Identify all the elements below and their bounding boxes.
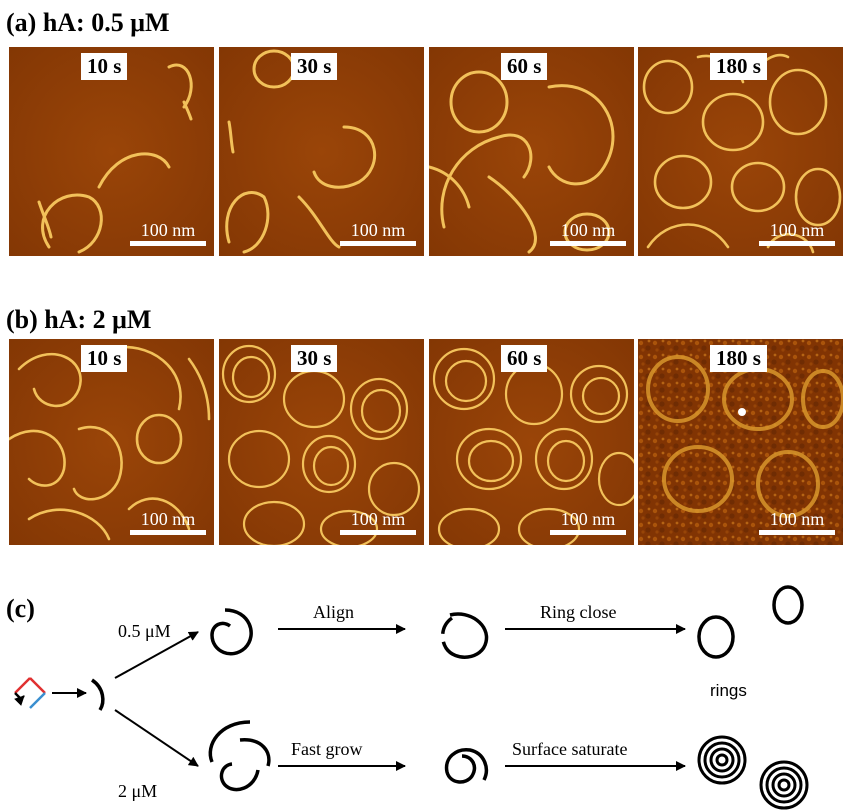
scale-bar: 100 nm: [550, 221, 626, 246]
panel-c-scheme: (c) 0.5 μM 2 μM Align Ring close rings F…: [0, 580, 845, 811]
step-ring-close-label: Ring close: [540, 602, 617, 622]
scale-bar-line: [759, 241, 835, 246]
afm-panel-b-60s: 60 s 100 nm: [429, 339, 634, 545]
afm-image: [638, 47, 843, 256]
scale-bar-line: [759, 530, 835, 535]
scale-bar: 100 nm: [759, 221, 835, 246]
afm-image: [9, 47, 214, 256]
time-label: 60 s: [501, 345, 548, 373]
time-label: 30 s: [291, 345, 338, 373]
afm-panel-b-10s: 10 s 100 nm: [9, 339, 214, 545]
afm-panel-a-180s: 180 s 100 nm: [638, 47, 843, 256]
scale-bar-label: 100 nm: [769, 220, 825, 240]
scale-bar-line: [340, 241, 416, 246]
ring-icon: [772, 585, 804, 625]
conc-high-label: 2 μM: [118, 781, 158, 801]
step-fast-grow-label: Fast grow: [291, 739, 363, 759]
scale-bar-label: 100 nm: [769, 509, 825, 529]
afm-image: [219, 339, 424, 545]
scale-bar-label: 100 nm: [140, 220, 196, 240]
open-ring-icon: [440, 612, 489, 659]
scale-bar: 100 nm: [130, 510, 206, 535]
panel-c-label: (c): [6, 594, 35, 623]
arc-icon: [239, 738, 271, 767]
afm-image: [219, 47, 424, 256]
scale-bar-line: [550, 530, 626, 535]
time-label: 180 s: [710, 53, 767, 81]
scale-bar-line: [550, 241, 626, 246]
arrow-upper: [114, 631, 199, 679]
afm-image: [638, 339, 843, 545]
open-spiral-icon: [210, 608, 253, 656]
conc-low-label: 0.5 μM: [118, 621, 171, 641]
panel-a-title: (a) hA: 0.5 μM: [6, 8, 170, 37]
afm-panel-b-30s: 30 s 100 nm: [219, 339, 424, 545]
arc-icon: [208, 720, 251, 763]
scale-bar-label: 100 nm: [350, 220, 406, 240]
time-label: 180 s: [710, 345, 767, 373]
scale-bar-label: 100 nm: [560, 220, 616, 240]
dense-spiral-icon: [759, 760, 809, 810]
ring-icon: [697, 615, 735, 659]
scale-bar-label: 100 nm: [350, 509, 406, 529]
scale-bar-line: [130, 530, 206, 535]
scale-bar-label: 100 nm: [140, 509, 196, 529]
afm-image: [9, 339, 214, 545]
scale-bar: 100 nm: [759, 510, 835, 535]
monomer-icon: [14, 677, 46, 709]
scheme-graphic: [14, 585, 809, 810]
step-surface-saturate-label: Surface saturate: [512, 739, 628, 759]
afm-panel-b-180s: 180 s 100 nm: [638, 339, 843, 545]
afm-panel-a-10s: 10 s 100 nm: [9, 47, 214, 256]
scale-bar-label: 100 nm: [560, 509, 616, 529]
dense-spiral-icon: [697, 735, 747, 785]
afm-panel-a-30s: 30 s 100 nm: [219, 47, 424, 256]
afm-image: [429, 339, 634, 545]
scale-bar: 100 nm: [340, 221, 416, 246]
time-label: 30 s: [291, 53, 338, 81]
nucleus-arc: [90, 678, 105, 711]
scale-bar: 100 nm: [550, 510, 626, 535]
arc-icon: [219, 762, 260, 792]
panel-b-title: (b) hA: 2 μM: [6, 305, 152, 334]
arrow-lower: [114, 709, 199, 767]
time-label: 10 s: [81, 53, 128, 81]
spiral-icon: [444, 748, 489, 784]
scale-bar-line: [340, 530, 416, 535]
time-label: 60 s: [501, 53, 548, 81]
time-label: 10 s: [81, 345, 128, 373]
scale-bar-line: [130, 241, 206, 246]
scale-bar: 100 nm: [130, 221, 206, 246]
afm-panel-a-60s: 60 s 100 nm: [429, 47, 634, 256]
step-align-label: Align: [313, 602, 355, 622]
rings-label: rings: [710, 681, 747, 700]
afm-image: [429, 47, 634, 256]
scale-bar: 100 nm: [340, 510, 416, 535]
